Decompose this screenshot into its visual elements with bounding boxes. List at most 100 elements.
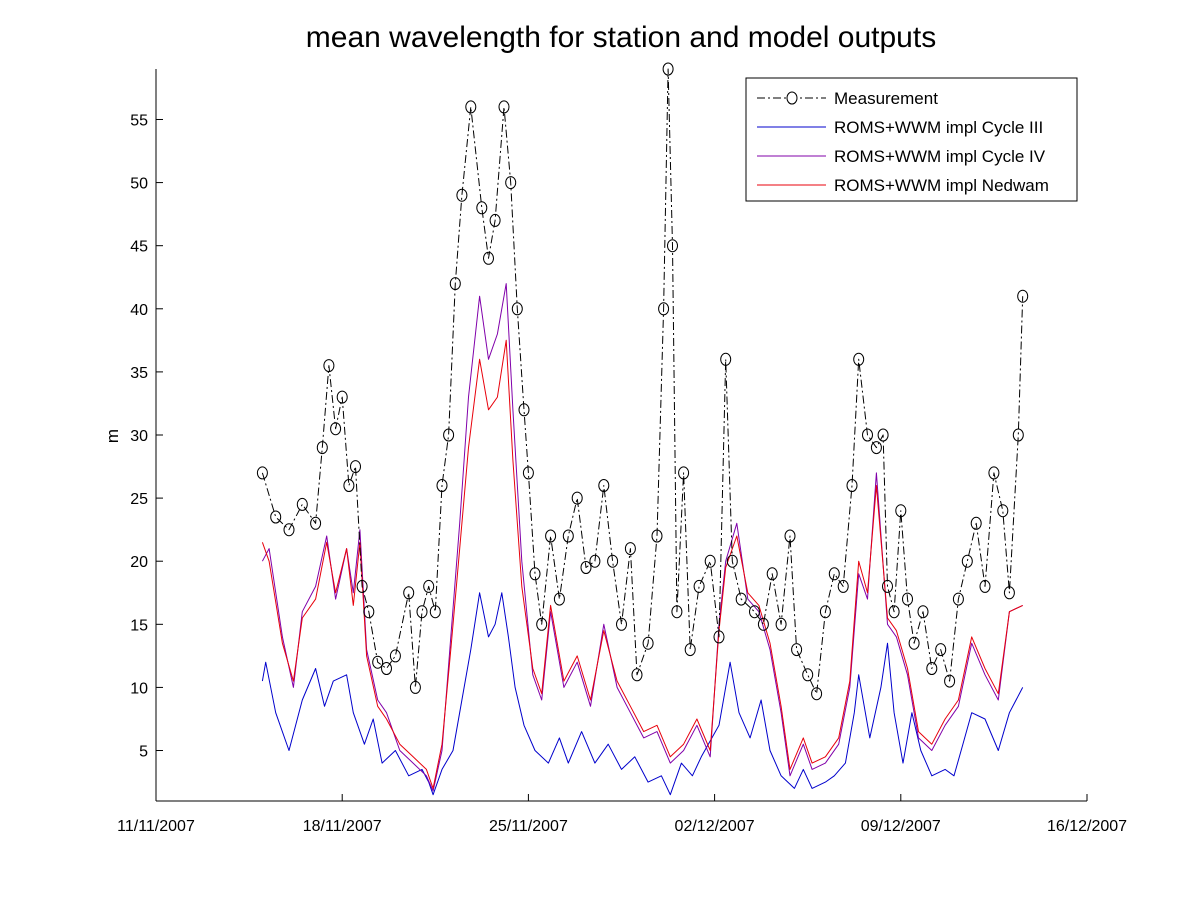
measurement-point — [735, 592, 747, 606]
measurement-point — [409, 680, 421, 694]
measurement-point — [1003, 586, 1015, 600]
y-tick-label: 35 — [130, 365, 148, 382]
legend-entries: Measurement ROMS+WWM impl Cycle III ROMS+W… — [757, 89, 1049, 195]
measurement-point — [511, 302, 523, 316]
measurement-point — [775, 617, 787, 631]
measurement-point — [343, 479, 355, 492]
measurement-point — [465, 100, 477, 114]
measurement-point — [837, 579, 849, 593]
measurement-point — [997, 504, 1009, 518]
y-tick-label: 10 — [130, 680, 148, 697]
x-tick-label: 16/12/2007 — [1047, 818, 1127, 835]
measurement-point — [316, 441, 328, 455]
x-tick-label: 09/12/2007 — [861, 818, 941, 835]
measurement-point — [381, 662, 392, 675]
y-axis-label: m — [103, 429, 122, 443]
measurement-point — [853, 352, 865, 366]
legend-label: ROMS+WWM impl Cycle IV — [834, 147, 1046, 166]
ticks: 11/11/2007 18/11/2007 25/11/2007 02/12/2007… — [117, 112, 1127, 835]
measurement-point — [323, 359, 335, 373]
measurement-point — [562, 529, 574, 543]
legend-label: Measurement — [834, 89, 938, 108]
measurement-point — [684, 643, 696, 657]
measurement-point — [952, 592, 964, 606]
measurement-point — [483, 251, 494, 265]
y-tick-label: 40 — [130, 302, 148, 319]
measurement-point — [802, 668, 814, 682]
measurement-point — [888, 605, 900, 619]
measurement-point — [498, 100, 510, 114]
measurement-point — [970, 516, 982, 530]
measurement-point — [616, 617, 627, 631]
measurement-point — [580, 561, 592, 574]
measurement-point — [895, 504, 907, 518]
x-tick-label: 11/11/2007 — [117, 818, 195, 835]
measurement-point — [784, 529, 796, 543]
measurement-point — [846, 479, 858, 492]
measurement-point — [536, 617, 548, 631]
measurement-point — [882, 579, 893, 593]
x-tick-label: 25/11/2007 — [489, 818, 568, 835]
legend-label: ROMS+WWM impl Cycle III — [834, 118, 1043, 137]
series-layer — [256, 62, 1029, 796]
measurement-point — [350, 460, 361, 474]
measurement-point — [283, 523, 295, 537]
measurement-point — [862, 428, 873, 442]
measurement-point — [766, 567, 778, 581]
measurement-point — [917, 605, 929, 619]
measurement-point — [310, 516, 322, 530]
measurement-point — [336, 390, 348, 404]
legend-label: ROMS+WWM impl Nedwam — [834, 176, 1049, 195]
measurement-point — [926, 662, 938, 675]
measurement-point — [726, 554, 738, 568]
measurement-point — [330, 422, 342, 436]
series-line-measurement — [261, 68, 1024, 695]
measurement-point — [456, 188, 468, 202]
y-tick-label: 50 — [130, 176, 148, 193]
measurement-point — [270, 510, 282, 524]
x-tick-label: 18/11/2007 — [303, 818, 382, 835]
measurement-point — [443, 428, 455, 442]
measurement-point — [651, 529, 663, 543]
y-tick-label: 30 — [130, 428, 148, 445]
measurement-point — [553, 592, 565, 606]
measurement-point — [416, 605, 428, 619]
series-line-roms-wwm-impl-cycle-iii — [261, 592, 1024, 796]
measurement-point — [296, 497, 308, 511]
measurement-point — [678, 466, 690, 480]
measurement-point — [545, 529, 557, 543]
measurement-point — [449, 277, 461, 291]
measurement-point — [713, 630, 725, 644]
measurement-point — [1017, 289, 1029, 303]
y-tick-label: 5 — [139, 744, 148, 761]
measurement-point — [429, 605, 441, 619]
measurement-point — [529, 567, 541, 581]
measurement-point — [979, 579, 991, 593]
legend-marker — [786, 91, 798, 105]
measurement-point — [935, 643, 947, 657]
measurement-point — [642, 636, 654, 650]
y-tick-label: 45 — [130, 239, 148, 256]
chart-title: mean wavelength for station and model ou… — [306, 21, 936, 54]
y-tick-label: 20 — [130, 554, 148, 571]
measurement-point — [658, 302, 670, 316]
measurement-point — [389, 649, 401, 663]
measurement-point — [476, 201, 488, 215]
measurement-point — [877, 428, 889, 442]
measurement-point — [356, 579, 368, 593]
measurement-point — [961, 554, 973, 568]
measurement-point — [988, 466, 1000, 480]
x-tick-label: 02/12/2007 — [675, 818, 755, 835]
measurement-point — [372, 655, 384, 669]
measurement-point — [598, 479, 610, 492]
measurement-point — [363, 605, 375, 619]
measurement-point — [256, 466, 268, 480]
measurement-point — [819, 605, 831, 619]
series-line-roms-wwm-impl-nedwam — [261, 339, 1023, 789]
measurement-point — [489, 213, 501, 227]
measurement-point — [791, 643, 803, 657]
measurement-point — [902, 592, 913, 606]
measurement-point — [624, 542, 636, 556]
measurement-point — [571, 491, 583, 505]
